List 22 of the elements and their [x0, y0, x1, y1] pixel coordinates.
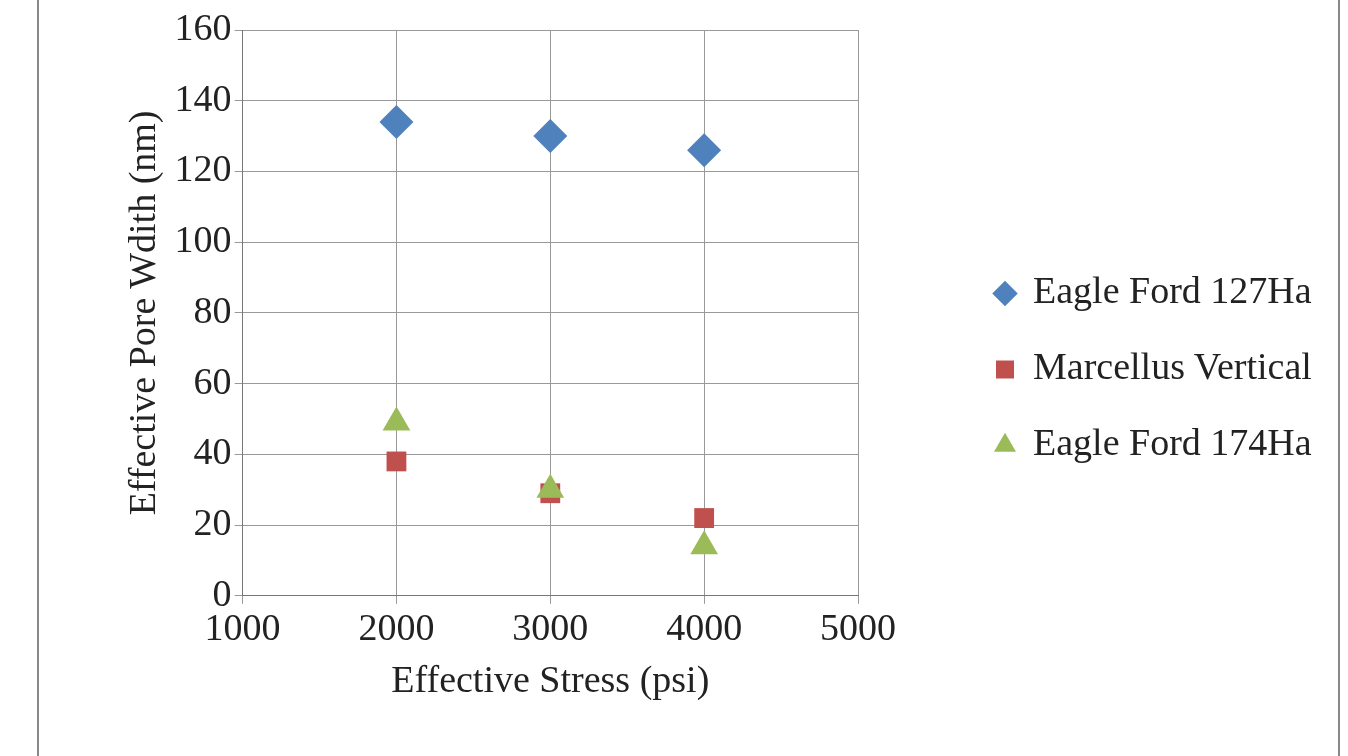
point [386, 451, 407, 472]
x-axis-title: Effective Stress (psi) [391, 658, 710, 702]
y-tick-label: 160 [174, 5, 232, 48]
legend-label: Eagle Ford 127Ha [1033, 269, 1312, 312]
y-tick-label: 100 [174, 218, 232, 261]
point [533, 119, 568, 154]
y-tick-label: 140 [174, 76, 232, 119]
y-tick-label: 40 [193, 430, 232, 473]
x-tick-label: 2000 [358, 605, 435, 648]
y-tick-label: 60 [193, 359, 232, 402]
y-tick-label: 120 [174, 147, 232, 190]
point [379, 104, 414, 139]
y-tick-label: 20 [193, 501, 232, 544]
y-tick-label: 80 [193, 288, 232, 331]
x-tick-label: 4000 [666, 605, 743, 648]
x-tick-label: 3000 [512, 605, 589, 648]
legend-label: Eagle Ford 174Ha [1033, 421, 1312, 464]
y-axis-title: Effective Pore Wdith (nm) [120, 110, 164, 516]
point [687, 133, 722, 168]
legend-label: Marcellus Vertical [1033, 345, 1312, 388]
x-tick-label: 5000 [820, 605, 896, 648]
point [694, 508, 715, 528]
